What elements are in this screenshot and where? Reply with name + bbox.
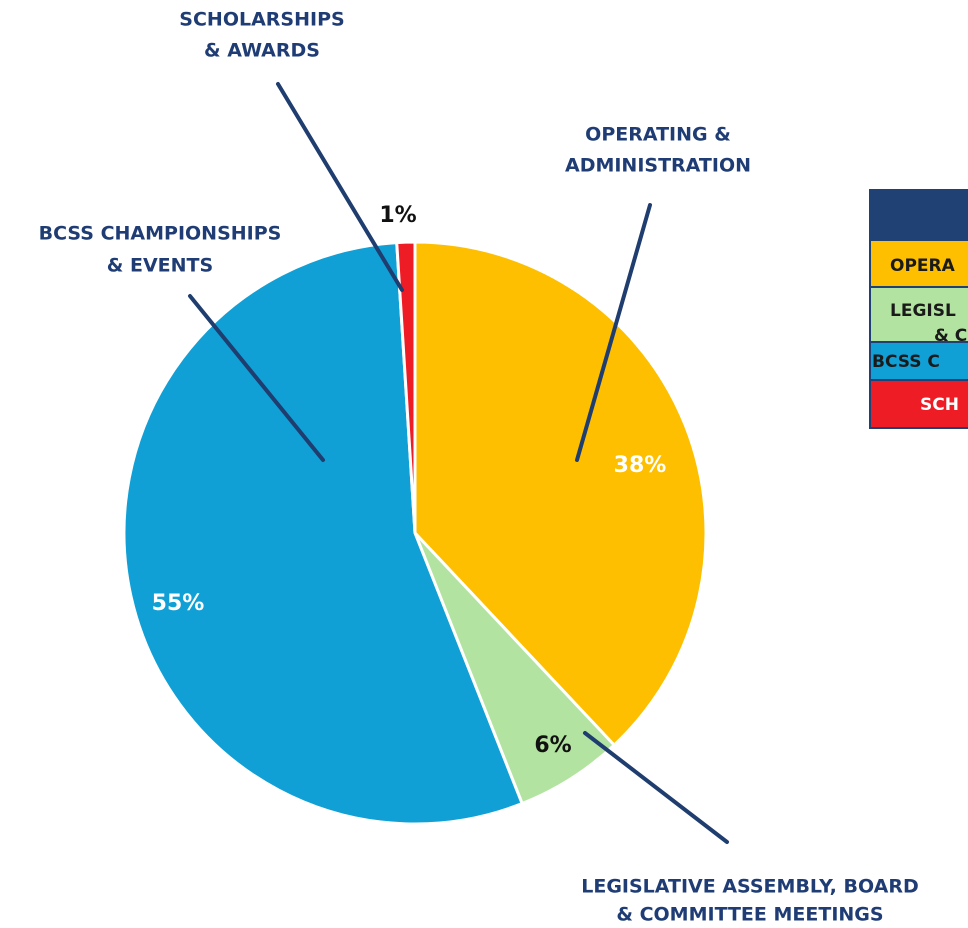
leader-line xyxy=(276,82,404,292)
table-row xyxy=(869,341,968,381)
table-cell: OPERA xyxy=(890,256,956,276)
table-cell: LEGISL xyxy=(890,301,956,321)
pie xyxy=(122,240,708,826)
slice-label: OPERATING & xyxy=(585,124,731,146)
table-row xyxy=(869,286,968,343)
pie-slice xyxy=(122,240,525,826)
slice-label: & AWARDS xyxy=(204,40,320,62)
pie-slice xyxy=(395,240,417,534)
legend-table: OPERA LEGISL & C BCSS C SCH xyxy=(869,189,968,429)
table-header xyxy=(869,189,968,241)
table-row xyxy=(869,379,968,429)
value-label: 1% xyxy=(379,203,416,228)
slice-label: BCSS CHAMPIONSHIPS xyxy=(39,223,282,245)
table-cell: BCSS C xyxy=(872,352,940,372)
table-row xyxy=(869,239,968,288)
value-label: 55% xyxy=(152,591,205,616)
pie-slice xyxy=(413,240,708,748)
leader-line xyxy=(575,203,652,462)
slice-label: & EVENTS xyxy=(107,255,213,277)
leader-line xyxy=(583,731,729,844)
slice-label: ADMINISTRATION xyxy=(565,155,751,177)
table-cell: & C xyxy=(934,326,967,346)
value-label: 6% xyxy=(534,733,571,758)
leader-line xyxy=(188,294,325,462)
value-label: 38% xyxy=(614,453,667,478)
slice-label: & COMMITTEE MEETINGS xyxy=(616,904,883,926)
table-cell: SCH xyxy=(920,395,959,415)
slice-label: SCHOLARSHIPS xyxy=(179,9,344,31)
slice-label: LEGISLATIVE ASSEMBLY, BOARD xyxy=(581,876,919,898)
